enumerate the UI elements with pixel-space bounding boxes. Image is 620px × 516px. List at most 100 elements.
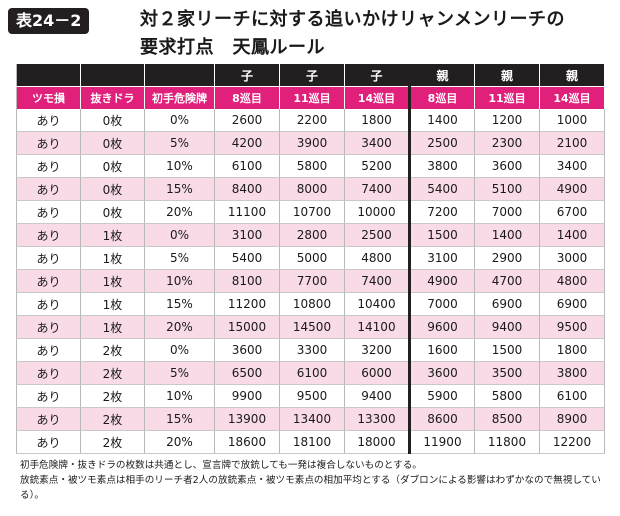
table-cell: 9600 (408, 315, 475, 339)
table-cell: 1400 (474, 223, 540, 247)
table-cell: あり (16, 200, 81, 224)
group-header (80, 64, 145, 87)
table-cell: 3900 (279, 131, 345, 155)
table-cell: 14500 (279, 315, 345, 339)
table-cell: 0% (144, 338, 215, 362)
table-cell: 6500 (214, 361, 280, 385)
table-cell: 1500 (474, 338, 540, 362)
table-cell: あり (16, 361, 81, 385)
table-cell: 11100 (214, 200, 280, 224)
table-cell: 2900 (474, 246, 540, 270)
table-cell: あり (16, 269, 81, 293)
group-header: 親 (408, 64, 475, 87)
title-line-2: 要求打点 天鳳ルール (140, 37, 325, 58)
table-cell: 5% (144, 361, 215, 385)
table-row: あり 0枚 20% 11100 10700 10000 7200 7000 6700 (16, 200, 605, 224)
table-cell: 9400 (474, 315, 540, 339)
table-cell: 10700 (279, 200, 345, 224)
table-cell: 1500 (408, 223, 475, 247)
table-cell: 5% (144, 246, 215, 270)
table-cell: あり (16, 131, 81, 155)
page-title: 対２家リーチに対する追いかけリャンメンリーチの 要求打点 天鳳ルール (140, 6, 612, 62)
table-cell: 13400 (279, 407, 345, 431)
table-row: あり 2枚 10% 9900 9500 9400 5900 5800 6100 (16, 384, 605, 408)
group-header: 子 (344, 64, 410, 87)
table-row: あり 1枚 15% 11200 10800 10400 7000 6900 6900 (16, 292, 605, 316)
column-header: 11巡目 (474, 86, 540, 109)
group-header (16, 64, 81, 87)
table-row: あり 1枚 5% 5400 5000 4800 3100 2900 3000 (16, 246, 605, 270)
group-header: 親 (474, 64, 540, 87)
table-row: あり 0枚 15% 8400 8000 7400 5400 5100 4900 (16, 177, 605, 201)
table-cell: 9400 (344, 384, 410, 408)
table-cell: あり (16, 246, 81, 270)
table-cell: 4900 (539, 177, 605, 201)
table-cell: あり (16, 154, 81, 178)
table-row: あり 2枚 0% 3600 3300 3200 1600 1500 1800 (16, 338, 605, 362)
table-cell: 4700 (474, 269, 540, 293)
table-cell: 2200 (279, 109, 345, 132)
table-cell: 8900 (539, 407, 605, 431)
table-cell: 2600 (214, 109, 280, 132)
table-cell: 6900 (474, 292, 540, 316)
table-cell: 1枚 (80, 315, 145, 339)
table-cell: 2300 (474, 131, 540, 155)
table-row: あり 2枚 20% 18600 18100 18000 11900 11800 12200 (16, 430, 605, 454)
table-cell: あり (16, 338, 81, 362)
table-row: あり 0枚 5% 4200 3900 3400 2500 2300 2100 (16, 131, 605, 155)
table-cell: 1400 (539, 223, 605, 247)
table-cell: 15% (144, 292, 215, 316)
table-cell: あり (16, 223, 81, 247)
table-cell: 0枚 (80, 109, 145, 132)
column-header: 8巡目 (214, 86, 280, 109)
table-cell: 9900 (214, 384, 280, 408)
table-cell: 6100 (539, 384, 605, 408)
table-number-badge: 表24－2 (8, 8, 90, 34)
table-cell: 20% (144, 315, 215, 339)
table-cell: あり (16, 109, 81, 132)
table-cell: 10% (144, 269, 215, 293)
table-cell: 12200 (539, 430, 605, 454)
footnote-2: 放銃素点・被ツモ素点は相手のリーチ者2人の放銃素点・被ツモ素点の相加平均とする（… (20, 475, 601, 501)
table-cell: 18000 (344, 430, 410, 454)
table-cell: あり (16, 430, 81, 454)
table-cell: 4200 (214, 131, 280, 155)
table-row: あり 1枚 0% 3100 2800 2500 1500 1400 1400 (16, 223, 605, 247)
table-cell: 5% (144, 131, 215, 155)
table-cell: 5400 (408, 177, 475, 201)
table-cell: 11800 (474, 430, 540, 454)
table-cell: 11200 (214, 292, 280, 316)
table-cell: 1800 (344, 109, 410, 132)
table-cell: 2枚 (80, 407, 145, 431)
table-cell: 1枚 (80, 269, 145, 293)
footnote-1: 初手危険牌・抜きドラの枚数は共通とし、宣言牌で放銃しても一発は複合しないものとす… (20, 460, 422, 471)
table-cell: 6900 (539, 292, 605, 316)
table-cell: 0枚 (80, 154, 145, 178)
table-cell: 7000 (408, 292, 475, 316)
column-header: 抜きドラ (80, 86, 145, 109)
table-cell: 5900 (408, 384, 475, 408)
table-cell: 3100 (214, 223, 280, 247)
table-cell: 3800 (539, 361, 605, 385)
table-cell: 3600 (214, 338, 280, 362)
table-cell: 5800 (279, 154, 345, 178)
table-cell: 7700 (279, 269, 345, 293)
column-header: 11巡目 (279, 86, 345, 109)
table-cell: 5200 (344, 154, 410, 178)
table-cell: 3600 (474, 154, 540, 178)
table-cell: 11900 (408, 430, 475, 454)
table-cell: 9500 (539, 315, 605, 339)
table-cell: 3500 (474, 361, 540, 385)
table-cell: 7200 (408, 200, 475, 224)
table-cell: 8000 (279, 177, 345, 201)
table-cell: 10000 (344, 200, 410, 224)
table-cell: あり (16, 407, 81, 431)
column-header-row: ツモ損 抜きドラ 初手危険牌 8巡目 11巡目 14巡目 8巡目 11巡目 14… (16, 86, 605, 109)
table-cell: 7400 (344, 269, 410, 293)
table-cell: 15000 (214, 315, 280, 339)
column-header: 初手危険牌 (144, 86, 215, 109)
table-cell: 3400 (539, 154, 605, 178)
table-cell: 3100 (408, 246, 475, 270)
table-cell: 3600 (408, 361, 475, 385)
table-cell: 20% (144, 430, 215, 454)
